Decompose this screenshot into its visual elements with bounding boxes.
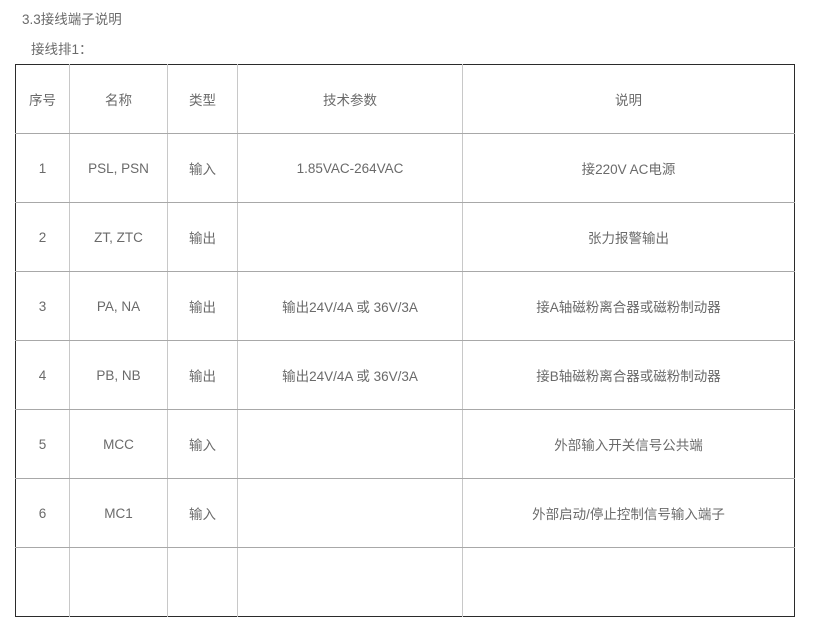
cell-index: 2 [15, 202, 70, 272]
cell-index [15, 547, 70, 617]
cell-type: 输入 [167, 133, 238, 203]
cell-index: 5 [15, 409, 70, 479]
cell-desc: 接220V AC电源 [462, 133, 795, 203]
column-header-name: 名称 [69, 64, 168, 134]
table-row: 2 ZT, ZTC 输出 张力报警输出 [15, 202, 795, 272]
cell-spec: 输出24V/4A 或 36V/3A [237, 271, 463, 341]
cell-type: 输出 [167, 340, 238, 410]
table-row-partial [15, 547, 795, 617]
cell-spec: 输出24V/4A 或 36V/3A [237, 340, 463, 410]
cell-spec [237, 547, 463, 617]
sub-heading: 接线排1： [31, 42, 93, 57]
cell-name [69, 547, 168, 617]
cell-index: 1 [15, 133, 70, 203]
cell-type: 输出 [167, 271, 238, 341]
section-heading: 3.3接线端子说明 [22, 12, 122, 27]
cell-name: ZT, ZTC [69, 202, 168, 272]
cell-name: PA, NA [69, 271, 168, 341]
table-header-row: 序号 名称 类型 技术参数 说明 [15, 64, 795, 134]
cell-desc: 张力报警输出 [462, 202, 795, 272]
table-row: 6 MC1 输入 外部启动/停止控制信号输入端子 [15, 478, 795, 548]
cell-desc: 外部输入开关信号公共端 [462, 409, 795, 479]
column-header-index: 序号 [15, 64, 70, 134]
cell-type: 输入 [167, 478, 238, 548]
column-header-type: 类型 [167, 64, 238, 134]
cell-name: MC1 [69, 478, 168, 548]
cell-spec [237, 478, 463, 548]
cell-desc: 接B轴磁粉离合器或磁粉制动器 [462, 340, 795, 410]
column-header-desc: 说明 [462, 64, 795, 134]
table-row: 5 MCC 输入 外部输入开关信号公共端 [15, 409, 795, 479]
cell-desc: 外部启动/停止控制信号输入端子 [462, 478, 795, 548]
cell-spec: 1.85VAC-264VAC [237, 133, 463, 203]
cell-desc: 接A轴磁粉离合器或磁粉制动器 [462, 271, 795, 341]
cell-desc [463, 548, 795, 617]
cell-type: 输入 [167, 409, 238, 479]
document-page: 3.3接线端子说明 接线排1： 序号 名称 类型 技术参数 说明 1 PSL, … [15, 12, 795, 617]
table-row: 3 PA, NA 输出 输出24V/4A 或 36V/3A 接A轴磁粉离合器或磁… [15, 271, 795, 341]
cell-index: 3 [15, 271, 70, 341]
cell-spec [237, 409, 463, 479]
table-row: 4 PB, NB 输出 输出24V/4A 或 36V/3A 接B轴磁粉离合器或磁… [15, 340, 795, 410]
table-row: 1 PSL, PSN 输入 1.85VAC-264VAC 接220V AC电源 [15, 133, 795, 203]
terminal-table: 序号 名称 类型 技术参数 说明 1 PSL, PSN 输入 1.85VAC-2… [15, 64, 795, 617]
cell-index: 4 [15, 340, 70, 410]
cell-type [167, 547, 238, 617]
cell-spec [237, 202, 463, 272]
cell-name: PSL, PSN [69, 133, 168, 203]
cell-name: PB, NB [69, 340, 168, 410]
terminal-table-wrapper: 序号 名称 类型 技术参数 说明 1 PSL, PSN 输入 1.85VAC-2… [15, 64, 795, 617]
column-header-spec: 技术参数 [237, 64, 463, 134]
cell-type: 输出 [167, 202, 238, 272]
cell-index: 6 [15, 478, 70, 548]
cell-name: MCC [69, 409, 168, 479]
